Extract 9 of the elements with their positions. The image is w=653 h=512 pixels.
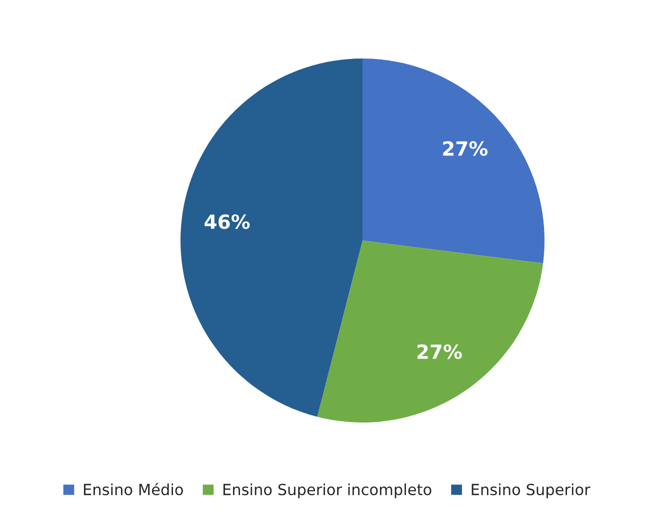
data-label: 46% [204,214,250,230]
legend-label: Ensino Médio [84,482,183,496]
pie-slice [362,58,544,264]
data-label: 27% [443,141,488,156]
legend-label: Ensino Superior [472,483,590,498]
data-label: 27% [417,344,462,360]
legend-label: Ensino Superior incompleto [223,483,432,498]
pie-slice [180,58,362,417]
pie-slice [317,240,544,422]
